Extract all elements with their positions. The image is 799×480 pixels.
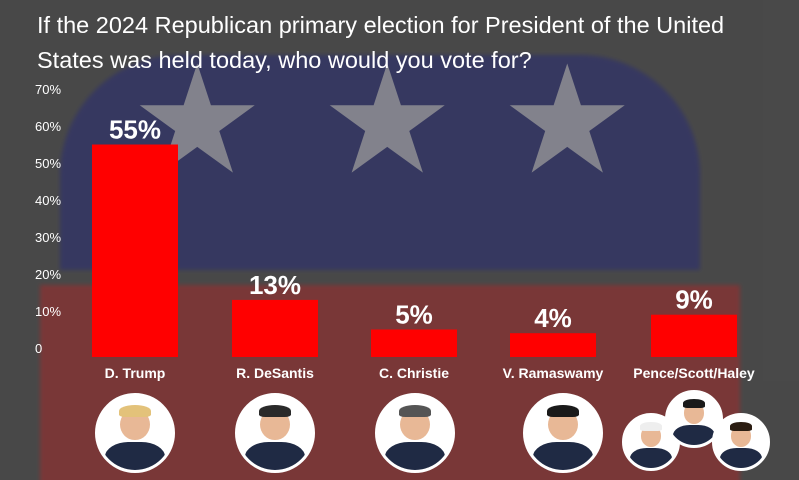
category-label: Pence/Scott/Haley xyxy=(633,365,755,381)
y-tick-label: 60% xyxy=(35,119,61,134)
data-label: 9% xyxy=(675,285,713,315)
y-tick-label: 70% xyxy=(35,82,61,97)
y-tick-label: 50% xyxy=(35,156,61,171)
chart-title: If the 2024 Republican primary election … xyxy=(37,12,725,73)
christie-avatar-icon xyxy=(375,393,455,473)
ramaswamy-avatar-icon xyxy=(523,393,603,473)
data-label: 5% xyxy=(395,300,433,330)
data-label: 13% xyxy=(249,270,301,300)
desantis-avatar-icon xyxy=(235,393,315,473)
bar xyxy=(510,333,596,357)
category-label: R. DeSantis xyxy=(236,365,314,381)
category-label: V. Ramaswamy xyxy=(503,365,604,381)
bar xyxy=(232,299,318,357)
bar xyxy=(371,329,457,357)
y-tick-label: 40% xyxy=(35,193,61,208)
category-label: D. Trump xyxy=(105,365,166,381)
bar xyxy=(651,314,737,357)
y-tick-label: 30% xyxy=(35,230,61,245)
background-star-icon: ★ xyxy=(500,36,635,204)
haley-avatar-icon xyxy=(712,413,770,471)
bar xyxy=(92,144,178,357)
y-tick-label: 10% xyxy=(35,304,61,319)
category-label: C. Christie xyxy=(379,365,449,381)
trump-avatar-icon xyxy=(95,393,175,473)
y-tick-label: 0 xyxy=(35,341,42,356)
data-label: 4% xyxy=(534,303,572,333)
data-label: 55% xyxy=(109,115,161,145)
y-tick-label: 20% xyxy=(35,267,61,282)
background-star-icon: ★ xyxy=(320,36,455,204)
